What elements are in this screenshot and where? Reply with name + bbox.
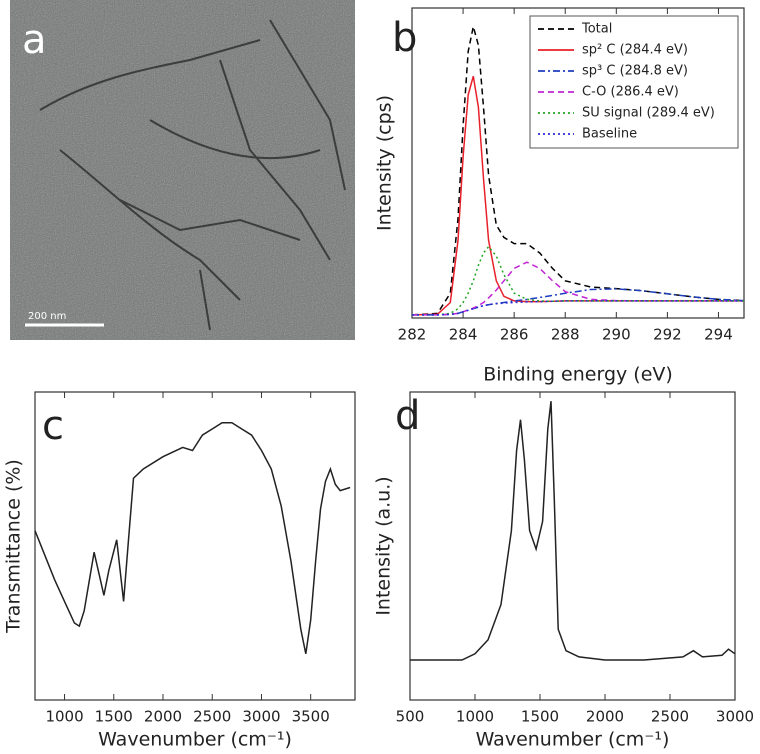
x-tick-label: 290 <box>602 326 631 344</box>
plot-frame <box>411 7 745 319</box>
legend-label: C-O (286.4 eV) <box>582 85 679 100</box>
x-tick-label: 292 <box>653 326 682 344</box>
x-axis-label: Wavenumber (cm⁻¹) <box>98 729 292 751</box>
x-tick-label: 288 <box>551 326 580 344</box>
legend-label: sp² C (284.4 eV) <box>582 43 688 58</box>
x-tick-label: 286 <box>500 326 529 344</box>
x-tick-label: 2500 <box>193 708 231 726</box>
panel-label: d <box>395 393 420 439</box>
legend-label: Baseline <box>582 127 637 142</box>
x-tick-label: 1500 <box>95 708 133 726</box>
x-tick-label: 2000 <box>586 708 624 726</box>
x-tick-label: 500 <box>396 708 425 726</box>
legend-label: Total <box>581 22 612 37</box>
x-tick-label: 284 <box>449 326 478 344</box>
x-tick-label: 2500 <box>651 708 689 726</box>
legend-label: SU signal (289.4 eV) <box>582 106 715 121</box>
x-tick-label: 1000 <box>456 708 494 726</box>
data-line <box>412 261 744 316</box>
scale-bar-label: 200 nm <box>28 311 66 322</box>
x-tick-label: 3000 <box>242 708 280 726</box>
panel-label: a <box>22 17 47 63</box>
plot-frame <box>409 391 736 701</box>
data-line <box>412 300 744 316</box>
x-tick-label: 2000 <box>144 708 182 726</box>
y-axis-label: Intensity (cps) <box>374 95 396 231</box>
plot-frame <box>34 391 356 701</box>
panel-label: c <box>42 403 64 449</box>
x-tick-label: 1000 <box>45 708 83 726</box>
x-tick-label: 294 <box>704 326 733 344</box>
data-line <box>412 288 745 316</box>
x-tick-label: 282 <box>398 326 427 344</box>
x-tick-label: 3000 <box>716 708 754 726</box>
x-tick-label: 1500 <box>521 708 559 726</box>
legend-label: sp³ C (284.8 eV) <box>582 64 688 79</box>
data-line <box>34 422 351 654</box>
data-line <box>412 245 744 316</box>
y-axis-label: Transmittance (%) <box>3 459 25 634</box>
x-axis-label: Binding energy (eV) <box>483 364 673 386</box>
y-axis-label: Intensity (a.u.) <box>373 476 395 615</box>
data-line <box>410 401 736 661</box>
tem-image: a 200 nm <box>10 0 355 340</box>
panel-label: b <box>392 15 417 61</box>
legend-box <box>529 15 739 149</box>
x-axis-label: Wavenumber (cm⁻¹) <box>476 729 670 751</box>
x-tick-label: 3500 <box>292 708 330 726</box>
